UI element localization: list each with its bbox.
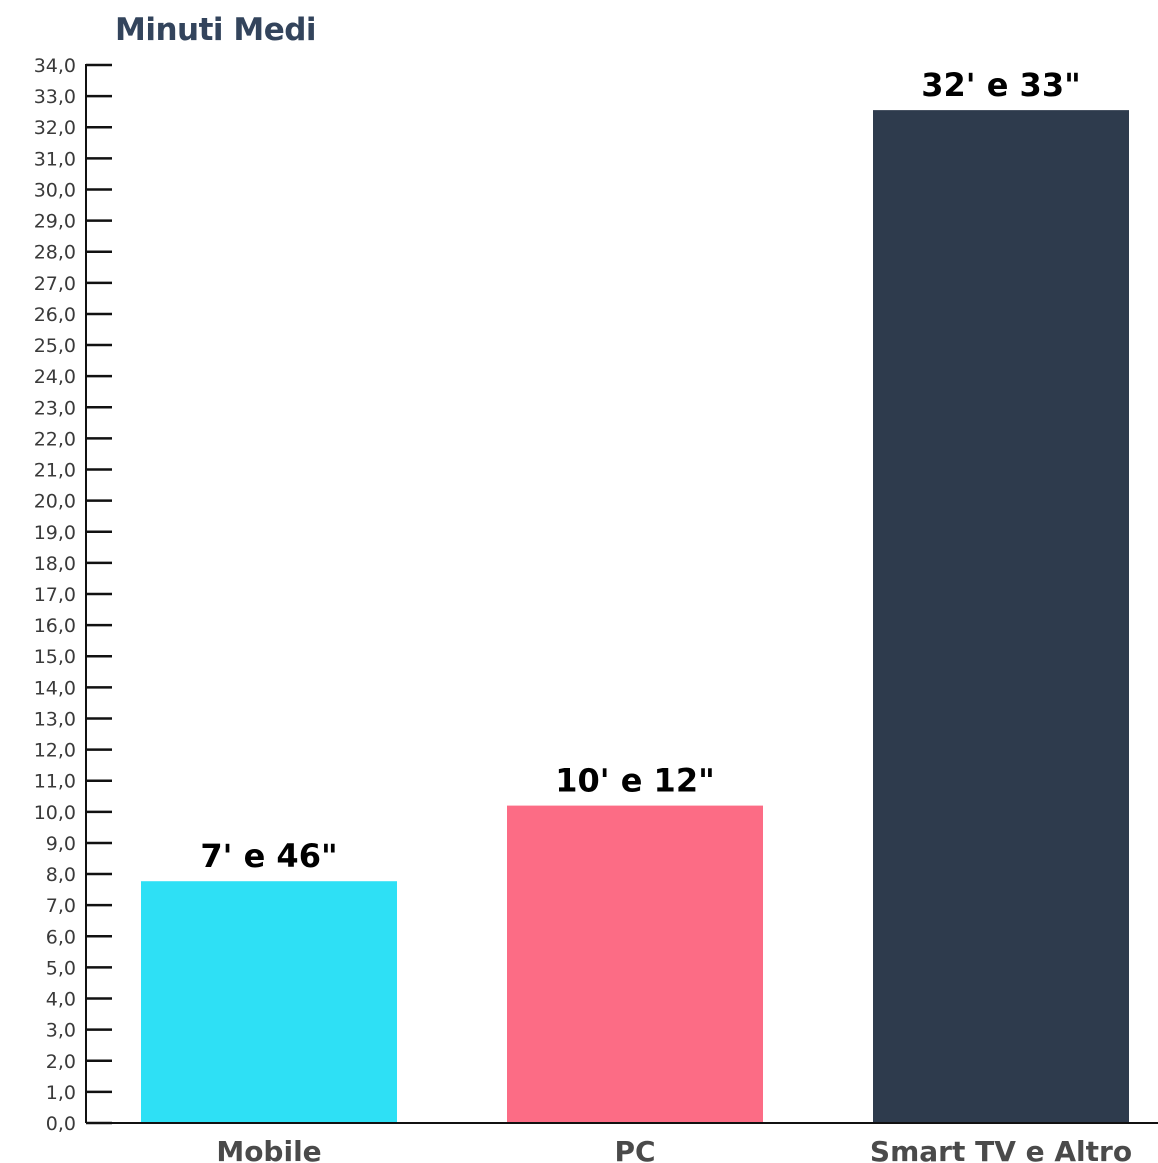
x-tick-label: PC bbox=[614, 1135, 655, 1163]
y-tick-label: 24,0 bbox=[34, 366, 76, 388]
y-tick-label: 23,0 bbox=[34, 397, 76, 419]
y-tick-label: 8,0 bbox=[46, 864, 76, 886]
y-tick-label: 4,0 bbox=[46, 989, 76, 1011]
y-tick-label: 9,0 bbox=[46, 833, 76, 855]
x-tick-label: Smart TV e Altro bbox=[870, 1135, 1132, 1163]
bar-smart-tv-e-altro bbox=[873, 110, 1129, 1123]
y-tick-label: 14,0 bbox=[34, 677, 76, 699]
y-tick-label: 3,0 bbox=[46, 1020, 76, 1042]
data-label: 10' e 12" bbox=[555, 762, 715, 800]
x-axis: Mobile PC Smart TV e Altro bbox=[86, 1122, 1158, 1163]
y-tick-label: 5,0 bbox=[46, 957, 76, 979]
y-tick-label: 1,0 bbox=[46, 1082, 76, 1104]
y-tick-label: 0,0 bbox=[46, 1113, 76, 1135]
y-tick-label: 13,0 bbox=[34, 708, 76, 730]
y-tick-label: 27,0 bbox=[34, 273, 76, 295]
y-axis-title: Minuti Medi bbox=[115, 12, 317, 48]
y-tick-label: 19,0 bbox=[34, 522, 76, 544]
y-tick-label: 12,0 bbox=[34, 740, 76, 762]
y-tick-label: 32,0 bbox=[34, 117, 76, 139]
y-tick-label: 29,0 bbox=[34, 211, 76, 233]
y-tick-label: 30,0 bbox=[34, 179, 76, 201]
y-tick-label: 17,0 bbox=[34, 584, 76, 606]
x-tick-label: Mobile bbox=[216, 1135, 321, 1163]
y-tick-label: 18,0 bbox=[34, 553, 76, 575]
y-tick-label: 21,0 bbox=[34, 460, 76, 482]
data-label: 32' e 33" bbox=[921, 66, 1081, 104]
y-tick-label: 16,0 bbox=[34, 615, 76, 637]
y-tick-label: 33,0 bbox=[34, 86, 76, 108]
y-tick-label: 28,0 bbox=[34, 242, 76, 264]
y-tick-label: 15,0 bbox=[34, 646, 76, 668]
y-tick-label: 11,0 bbox=[34, 771, 76, 793]
y-tick-label: 7,0 bbox=[46, 895, 76, 917]
y-tick-label: 31,0 bbox=[34, 148, 76, 170]
y-tick-label: 20,0 bbox=[34, 491, 76, 513]
bar-pc bbox=[507, 805, 763, 1123]
data-label: 7' e 46" bbox=[200, 837, 337, 875]
y-tick-label: 10,0 bbox=[34, 802, 76, 824]
bars: 7' e 46" 10' e 12" 32' e 33" bbox=[141, 66, 1129, 1123]
y-tick-label: 25,0 bbox=[34, 335, 76, 357]
y-axis: 0,0 1,0 2,0 3,0 4,0 5,0 6,0 7,0 8,0 9,0 10,0 11,0 12… bbox=[34, 55, 112, 1135]
y-tick-label: 22,0 bbox=[34, 428, 76, 450]
bar-mobile bbox=[141, 881, 397, 1123]
y-tick-label: 34,0 bbox=[34, 55, 76, 77]
y-tick-label: 2,0 bbox=[46, 1051, 76, 1073]
y-tick-label: 26,0 bbox=[34, 304, 76, 326]
y-tick-label: 6,0 bbox=[46, 926, 76, 948]
